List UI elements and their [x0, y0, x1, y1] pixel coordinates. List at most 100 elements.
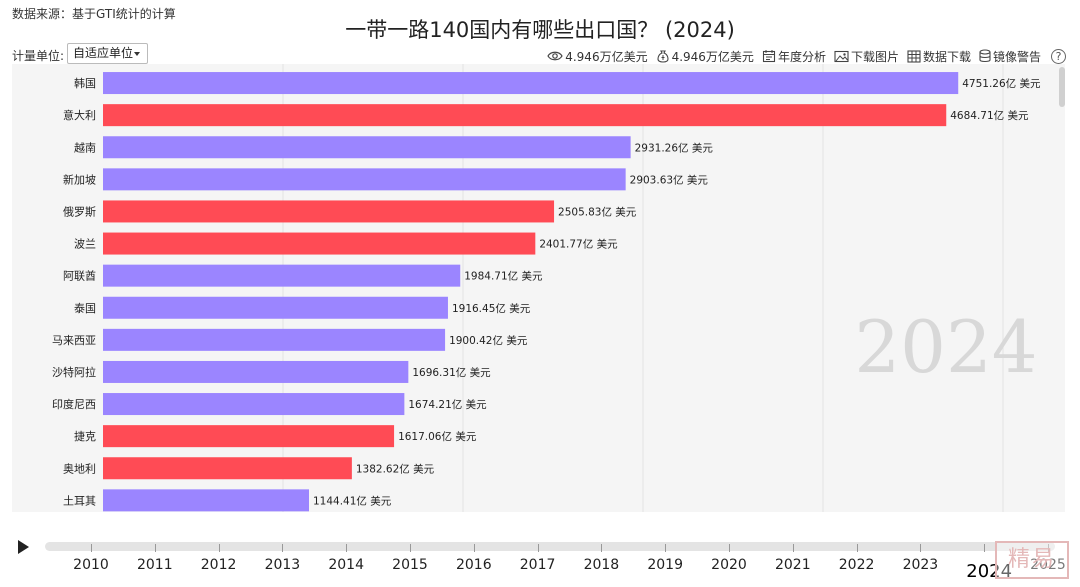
- watermark-logo: 精易: [995, 541, 1069, 579]
- timeline-year[interactable]: 2017: [519, 557, 556, 573]
- download-data-button[interactable]: 数据下载: [907, 48, 971, 65]
- value-label: 1984.71亿 美元: [464, 270, 543, 283]
- value-label: 4751.26亿 美元: [962, 77, 1041, 90]
- timeline-tick: [218, 544, 220, 552]
- timeline-tick: [154, 544, 156, 552]
- timeline-year[interactable]: 2019: [647, 557, 684, 573]
- value-label: 2401.77亿 美元: [539, 238, 618, 251]
- category-label: 阿联酋: [63, 269, 96, 283]
- timeline-year[interactable]: 2015: [392, 557, 428, 573]
- value-label: 2505.83亿 美元: [558, 205, 637, 218]
- value-label: 2931.26亿 美元: [635, 141, 714, 154]
- timeline-tick: [920, 544, 922, 552]
- timeline-year[interactable]: 2025: [1030, 557, 1066, 573]
- help-icon[interactable]: ?: [1051, 48, 1066, 64]
- timeline-year[interactable]: 2021: [774, 557, 811, 573]
- mirror-warning-button[interactable]: 镜像警告: [979, 48, 1041, 65]
- image-icon: [834, 50, 849, 62]
- year-watermark-label: 2024: [854, 305, 1037, 389]
- bar: [103, 264, 461, 287]
- total-view[interactable]: 4.946万亿美元: [547, 48, 648, 65]
- timeline-year[interactable]: 2012: [200, 557, 237, 573]
- chevron-down-icon: [134, 52, 140, 56]
- category-label: 奥地利: [63, 461, 96, 475]
- timeline-tick: [537, 544, 539, 552]
- bar: [103, 168, 626, 191]
- bar: [103, 296, 448, 319]
- category-label: 泰国: [74, 301, 96, 315]
- timeline-year[interactable]: 2011: [136, 557, 173, 573]
- chart-title: 一带一路140国内有哪些出口国？ (2024): [345, 18, 735, 42]
- scrollbar[interactable]: [1059, 67, 1065, 107]
- bar: [103, 393, 405, 416]
- value-label: 1144.41亿 美元: [313, 494, 392, 507]
- category-label: 土耳其: [63, 494, 96, 507]
- value-label: 1674.21亿 美元: [408, 398, 487, 411]
- plot-area: 2024 韩国 4751.26亿 美元 意大利 4684.71亿 美元 越南 2931.26…: [12, 64, 1065, 512]
- timeline-tick: [91, 544, 92, 552]
- category-label: 马来西亚: [52, 334, 96, 347]
- play-icon[interactable]: [18, 540, 29, 554]
- timeline-tick: [601, 544, 603, 552]
- bar: [103, 136, 631, 159]
- timeline-year[interactable]: 2013: [264, 557, 301, 573]
- unit-select[interactable]: 自适应单位: [67, 43, 148, 64]
- data-source: 数据来源：基于GTI统计的计算: [12, 7, 176, 21]
- bar: [103, 360, 409, 383]
- value-label: 2903.63亿 美元: [630, 173, 709, 186]
- unit-label: 计量单位:: [12, 49, 65, 63]
- timeline-year[interactable]: 2020: [711, 557, 747, 573]
- money-bag-icon: [657, 50, 669, 63]
- timeline-tick: [792, 544, 794, 552]
- database-icon: [979, 49, 991, 63]
- bar: [103, 489, 309, 512]
- timeline-tick: [346, 544, 348, 552]
- bar: [103, 200, 555, 223]
- timeline-year[interactable]: 2024: [966, 561, 1013, 582]
- total-money[interactable]: 4.946万亿美元: [656, 48, 754, 65]
- bar: [103, 457, 352, 480]
- category-label: 韩国: [74, 76, 96, 90]
- timeline-tick: [410, 544, 411, 552]
- category-label: 捷克: [74, 429, 96, 443]
- bar: [103, 72, 959, 95]
- category-label: 俄罗斯: [63, 205, 96, 218]
- timeline-year[interactable]: 2018: [583, 557, 620, 573]
- download-image-button[interactable]: 下载图片: [834, 48, 899, 65]
- timeline-tick: [729, 544, 730, 552]
- timeline-year[interactable]: 2016: [455, 557, 492, 573]
- timeline-year[interactable]: 2014: [328, 557, 365, 573]
- timeline-tick: [984, 544, 986, 552]
- timeline-tick: [856, 544, 858, 552]
- toolbar: 4.946万亿美元 4.946万亿美元 年度分析 下载图片 数据下载: [539, 47, 1066, 65]
- download-image-label: 下载图片: [850, 49, 899, 64]
- bar: [103, 328, 446, 351]
- mirror-warning-label: 镜像警告: [992, 49, 1041, 64]
- bar: [103, 232, 536, 255]
- category-label: 沙特阿拉: [52, 365, 96, 379]
- calendar-icon: [762, 50, 775, 63]
- value-label: 1617.06亿 美元: [398, 430, 477, 443]
- timeline-tick: [282, 544, 284, 552]
- download-data-label: 数据下载: [922, 49, 971, 64]
- value-label: 4684.71亿 美元: [950, 109, 1029, 122]
- bar: [103, 104, 947, 127]
- value-label: 1382.62亿 美元: [356, 462, 435, 475]
- category-label: 波兰: [74, 238, 96, 251]
- timeline-year[interactable]: 2022: [838, 557, 875, 573]
- bar: [103, 425, 395, 448]
- annual-analysis-button[interactable]: 年度分析: [762, 48, 826, 65]
- timeline-track[interactable]: [45, 542, 1055, 551]
- category-label: 意大利: [63, 108, 96, 122]
- total-value-1: 4.946万亿美元: [565, 49, 648, 64]
- timeline-tick: [1048, 544, 1049, 552]
- timeline-year[interactable]: 2023: [902, 557, 939, 573]
- timeline-tick: [473, 544, 475, 552]
- eye-icon: [547, 51, 563, 61]
- category-label: 新加坡: [63, 172, 96, 186]
- annual-analysis-label: 年度分析: [777, 49, 826, 64]
- timeline-tick: [665, 544, 667, 552]
- timeline-year[interactable]: 2010: [73, 557, 109, 573]
- value-label: 1696.31亿 美元: [412, 366, 491, 379]
